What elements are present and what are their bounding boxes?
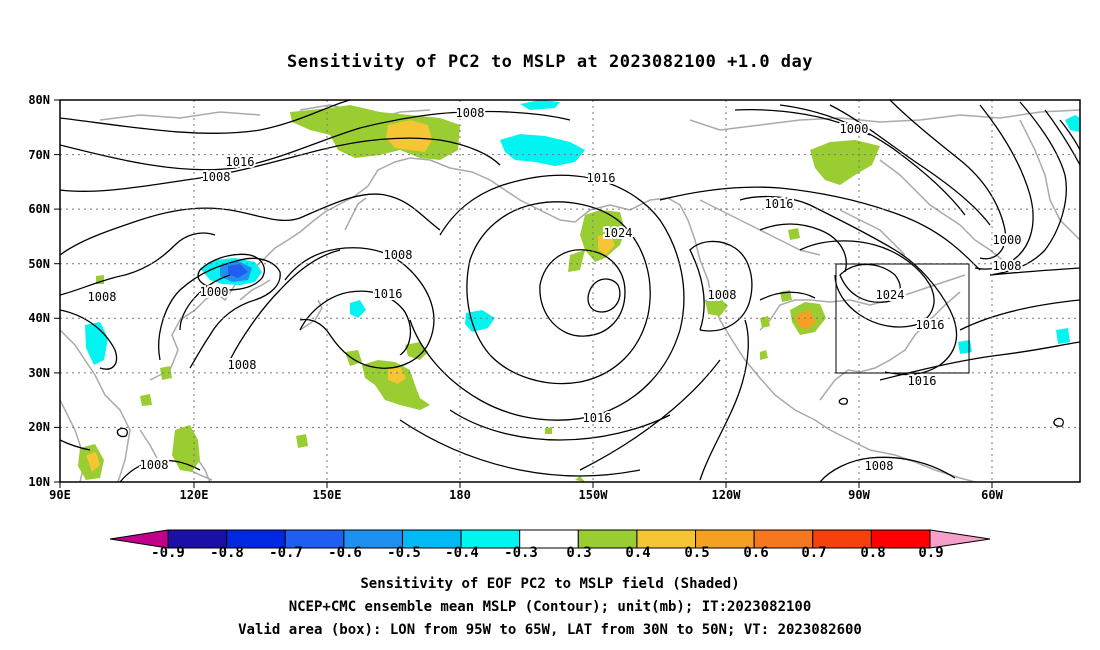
contour-label: 1024 xyxy=(604,226,633,240)
contour-label: 1016 xyxy=(226,155,255,169)
axis-ticks xyxy=(54,99,993,488)
contour-label: 1024 xyxy=(876,288,905,302)
mslp-contours xyxy=(60,100,1080,482)
lon-tick-label: 120E xyxy=(180,488,209,502)
colorbar-cells xyxy=(167,529,931,549)
contour-labels: 1008 1016 1008 1000 1008 1008 1008 1016 … xyxy=(86,104,1024,475)
colorbar-label: 0.3 xyxy=(566,545,591,561)
colorbar-label: 0.7 xyxy=(801,545,826,561)
lat-tick-label: 30N xyxy=(28,366,50,380)
colorbar-label: -0.5 xyxy=(387,545,421,561)
lat-tick-label: 80N xyxy=(28,93,50,107)
map-frame xyxy=(59,99,1081,483)
colorbar-label: 0.4 xyxy=(625,545,650,561)
lon-tick-label: 60W xyxy=(981,488,1003,502)
coastlines xyxy=(60,104,1080,482)
contour-label: 1000 xyxy=(840,122,869,136)
lon-tick-label: 150W xyxy=(579,488,609,502)
lat-tick-label: 60N xyxy=(28,202,50,216)
contour-label: 1000 xyxy=(993,233,1022,247)
sensitivity-shading xyxy=(78,100,1080,482)
colorbar-high-triangle xyxy=(929,529,991,549)
caption-line-3: Valid area (box): LON from 95W to 65W, L… xyxy=(238,622,862,638)
contour-label: 1008 xyxy=(88,290,117,304)
map-panel: 1008 1016 1008 1000 1008 1008 1008 1016 … xyxy=(28,93,1081,502)
contour-label: 1016 xyxy=(916,318,945,332)
lon-tick-label: 150E xyxy=(313,488,342,502)
caption-line-2: NCEP+CMC ensemble mean MSLP (Contour); u… xyxy=(289,599,812,615)
lon-tick-label: 90W xyxy=(848,488,870,502)
lat-tick-label: 10N xyxy=(28,475,50,489)
lat-tick-label: 50N xyxy=(28,257,50,271)
colorbar-label: -0.8 xyxy=(210,545,244,561)
contour-label: 1008 xyxy=(228,358,257,372)
lat-tick-label: 70N xyxy=(28,148,50,162)
colorbar-label: -0.6 xyxy=(328,545,362,561)
contour-label: 1008 xyxy=(456,106,485,120)
colorbar-label: -0.9 xyxy=(151,545,185,561)
lat-tick-label: 20N xyxy=(28,420,50,434)
contour-label: 1008 xyxy=(865,459,894,473)
contour-label: 1008 xyxy=(384,248,413,262)
contour-label: 1016 xyxy=(587,171,616,185)
lat-tick-labels: 80N 70N 60N 50N 40N 30N 20N 10N xyxy=(28,93,50,489)
captions: Sensitivity of EOF PC2 to MSLP field (Sh… xyxy=(238,576,862,638)
colorbar-label: -0.3 xyxy=(504,545,538,561)
plot-title: Sensitivity of PC2 to MSLP at 2023082100… xyxy=(287,52,813,72)
colorbar-label: 0.6 xyxy=(743,545,768,561)
contour-label: 1016 xyxy=(765,197,794,211)
contour-label: 1008 xyxy=(708,288,737,302)
colorbar-label: -0.7 xyxy=(269,545,303,561)
colorbar-label: -0.4 xyxy=(445,545,479,561)
contour-label: 1016 xyxy=(374,287,403,301)
contour-label: 1008 xyxy=(140,458,169,472)
colorbar-label: 0.9 xyxy=(918,545,943,561)
contour-label: 1000 xyxy=(200,285,229,299)
colorbar: -0.9 -0.8 -0.7 -0.6 -0.5 -0.4 -0.3 0.3 0… xyxy=(109,529,991,561)
colorbar-label: 0.8 xyxy=(860,545,885,561)
contour-label: 1008 xyxy=(993,259,1022,273)
colorbar-labels: -0.9 -0.8 -0.7 -0.6 -0.5 -0.4 -0.3 0.3 0… xyxy=(151,545,944,561)
map-background xyxy=(60,100,1080,482)
lon-tick-label: 180 xyxy=(449,488,471,502)
contour-label: 1008 xyxy=(202,170,231,184)
contour-label: 1016 xyxy=(583,411,612,425)
valid-area-box xyxy=(835,263,970,374)
contour-label: 1016 xyxy=(908,374,937,388)
lon-tick-label: 120W xyxy=(712,488,742,502)
lon-tick-labels: 90E 120E 150E 180 150W 120W 90W 60W xyxy=(49,488,1003,502)
lat-tick-label: 40N xyxy=(28,311,50,325)
lon-tick-label: 90E xyxy=(49,488,71,502)
colorbar-label: 0.5 xyxy=(684,545,709,561)
grid xyxy=(60,100,1080,482)
caption-line-1: Sensitivity of EOF PC2 to MSLP field (Sh… xyxy=(360,576,739,592)
